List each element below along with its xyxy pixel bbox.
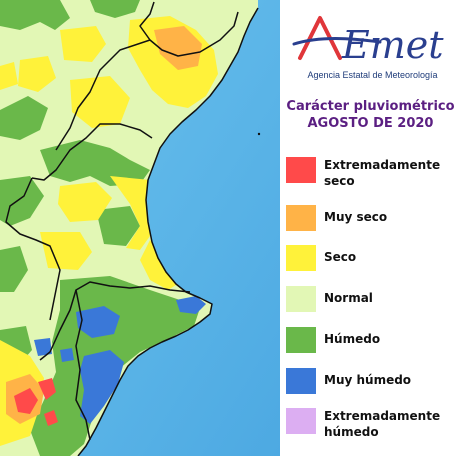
legend-item-muy-seco: Muy seco	[280, 205, 461, 239]
border-castellon-north	[139, 1, 239, 57]
legend-label: Normal	[324, 291, 373, 305]
legend-swatch	[286, 245, 316, 271]
legend-item-normal: Normal	[280, 286, 461, 320]
legend-label: Seco	[324, 250, 357, 264]
legend-swatch	[286, 368, 316, 394]
legend-item-seco: Seco	[280, 245, 461, 279]
aemet-logo: Emet Agencia Estatal de Meteorología	[290, 8, 455, 88]
legend-item-muy-humedo: Muy húmedo	[280, 368, 461, 402]
legend-label: Muy seco	[324, 210, 388, 224]
title-line-1: Carácter pluviométrico	[286, 99, 455, 114]
legend-swatch	[286, 157, 316, 183]
agency-name: Agencia Estatal de Meteorología	[307, 70, 438, 80]
border-south-interior	[75, 289, 91, 441]
legend-item-extremadamente-seco: Extremadamente seco	[280, 157, 461, 191]
aemet-wordmark: Emet	[292, 16, 444, 67]
legend-label: Muy húmedo	[324, 373, 412, 387]
legend-label: Extremadamente húmedo	[324, 409, 441, 439]
border-castellon-valencia	[31, 123, 153, 181]
precipitation-map	[0, 0, 280, 456]
map-title: Carácter pluviométrico AGOSTO DE 2020	[280, 98, 461, 132]
svg-text:Emet: Emet	[341, 23, 444, 67]
borders	[5, 1, 259, 456]
border-valencia-west	[5, 177, 61, 321]
legend-swatch	[286, 327, 316, 353]
border-valencia-alicante	[39, 281, 191, 361]
legend-panel: Emet Agencia Estatal de Meteorología Car…	[280, 0, 461, 456]
island-marker	[257, 132, 261, 136]
legend-item-humedo: Húmedo	[280, 327, 461, 361]
legend-item-extremadamente-humedo: Extremadamente húmedo	[280, 408, 461, 442]
legend-swatch	[286, 205, 316, 231]
coastline	[77, 7, 259, 456]
legend-swatch	[286, 408, 316, 434]
legend-label: Húmedo	[324, 332, 381, 346]
legend-label: Extremadamente seco	[324, 158, 441, 188]
title-line-2: AGOSTO DE 2020	[307, 116, 434, 131]
zone-humedo	[0, 0, 200, 456]
legend-swatch	[286, 286, 316, 312]
zone-extremadamente-seco	[14, 378, 58, 426]
border-interior-north	[55, 39, 151, 151]
zone-muy-humedo	[34, 296, 206, 424]
